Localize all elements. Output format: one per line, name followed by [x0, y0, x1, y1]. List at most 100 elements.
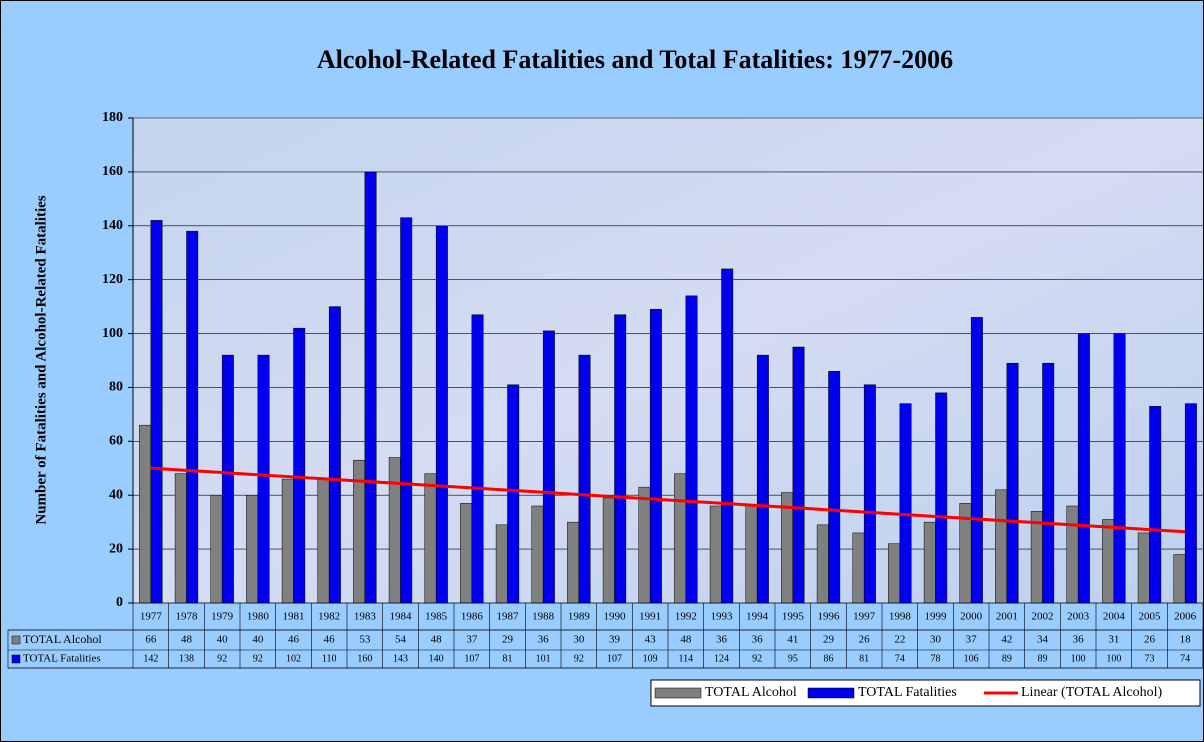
bar — [317, 478, 330, 604]
table-value: 73 — [1145, 653, 1155, 664]
y-tick-label: 0 — [116, 595, 123, 610]
y-tick-label: 20 — [109, 541, 123, 556]
table-value: 106 — [964, 653, 979, 664]
x-tick-label: 1992 — [675, 611, 697, 623]
table-value: 138 — [179, 653, 194, 664]
x-tick-label: 1991 — [639, 611, 661, 623]
table-value: 142 — [143, 653, 158, 664]
bar — [1006, 362, 1019, 604]
x-tick-label: 1995 — [782, 611, 805, 623]
legend-swatch — [654, 687, 702, 699]
table-value: 37 — [966, 634, 978, 646]
table-value: 66 — [145, 634, 157, 646]
bar — [471, 314, 484, 604]
bar — [709, 505, 722, 604]
table-value: 53 — [359, 634, 371, 646]
x-tick-label: 1996 — [818, 611, 841, 623]
bar — [1113, 333, 1126, 604]
table-value: 22 — [894, 634, 905, 646]
table-value: 143 — [393, 653, 408, 664]
x-tick-label: 1987 — [497, 611, 520, 623]
bar — [578, 354, 591, 604]
x-tick-label: 2005 — [1139, 611, 1162, 623]
bar — [1173, 554, 1186, 604]
bar — [174, 473, 187, 604]
x-tick-label: 1988 — [532, 611, 555, 623]
table-value: 101 — [536, 653, 551, 664]
x-tick-label: 2006 — [1174, 611, 1197, 623]
bar — [995, 489, 1008, 604]
bar — [221, 354, 234, 604]
y-tick-label: 160 — [102, 164, 123, 179]
table-value: 40 — [217, 634, 229, 646]
bar — [852, 532, 865, 604]
y-tick-label: 180 — [102, 110, 123, 125]
x-tick-label: 1986 — [461, 611, 484, 623]
y-axis-title: Number of Fatalities and Alcohol-Related… — [33, 195, 49, 524]
bar — [970, 317, 983, 604]
x-tick-label: 1997 — [853, 611, 876, 623]
table-value: 86 — [824, 653, 834, 664]
x-tick-label: 1977 — [140, 611, 163, 623]
legend-label: TOTAL Fatalities — [858, 685, 957, 700]
table-value: 89 — [1038, 653, 1048, 664]
x-tick-label: 1983 — [354, 611, 377, 623]
bar — [792, 346, 805, 604]
legend-swatch — [807, 687, 855, 699]
table-value: 110 — [322, 653, 337, 664]
bar — [388, 457, 401, 604]
bar — [674, 473, 687, 604]
table-value: 34 — [1037, 634, 1049, 646]
bar — [1042, 362, 1055, 604]
legend-label: TOTAL Alcohol — [705, 685, 797, 700]
bar — [460, 503, 473, 604]
bar — [614, 314, 627, 604]
bar — [424, 473, 437, 604]
table-value: 36 — [752, 634, 764, 646]
table-value: 26 — [859, 634, 871, 646]
table-value: 100 — [1071, 653, 1086, 664]
x-tick-label: 2004 — [1103, 611, 1126, 623]
table-value: 37 — [466, 634, 478, 646]
bar — [685, 295, 698, 604]
table-value: 89 — [1002, 653, 1012, 664]
bar — [888, 543, 901, 604]
x-tick-label: 1990 — [604, 611, 627, 623]
trendline — [150, 466, 1186, 534]
bar — [567, 521, 580, 604]
y-tick-label: 40 — [109, 487, 123, 502]
table-value: 36 — [1073, 634, 1085, 646]
table-value: 114 — [679, 653, 694, 664]
x-tick-label: 1978 — [176, 611, 199, 623]
table-value: 26 — [1144, 634, 1156, 646]
x-tick-label: 2002 — [1032, 611, 1054, 623]
x-tick-label: 2001 — [996, 611, 1018, 623]
table-value: 95 — [788, 653, 798, 664]
bar — [935, 392, 948, 604]
bar — [1184, 403, 1197, 604]
table-value: 29 — [502, 634, 514, 646]
table-key — [11, 635, 21, 645]
table-value: 39 — [609, 634, 621, 646]
table-value: 29 — [823, 634, 835, 646]
table-value: 92 — [253, 653, 263, 664]
bar — [745, 505, 758, 604]
table-value: 36 — [538, 634, 550, 646]
bar — [649, 309, 662, 604]
legend-label: Linear (TOTAL Alcohol) — [1021, 685, 1163, 700]
x-tick-label: 1993 — [711, 611, 734, 623]
x-tick-label: 2000 — [960, 611, 983, 623]
chart-title: Alcohol-Related Fatalities and Total Fat… — [317, 45, 953, 74]
bar — [328, 306, 341, 604]
bar — [435, 225, 448, 604]
table-value: 107 — [607, 653, 622, 664]
table-value: 46 — [324, 634, 336, 646]
table-value: 107 — [464, 653, 479, 664]
bar — [293, 327, 306, 604]
bar — [281, 478, 294, 604]
y-tick-label: 100 — [102, 326, 123, 341]
table-value: 109 — [643, 653, 658, 664]
table-value: 102 — [286, 653, 301, 664]
bar — [1030, 511, 1043, 604]
table-value: 74 — [1180, 653, 1190, 664]
